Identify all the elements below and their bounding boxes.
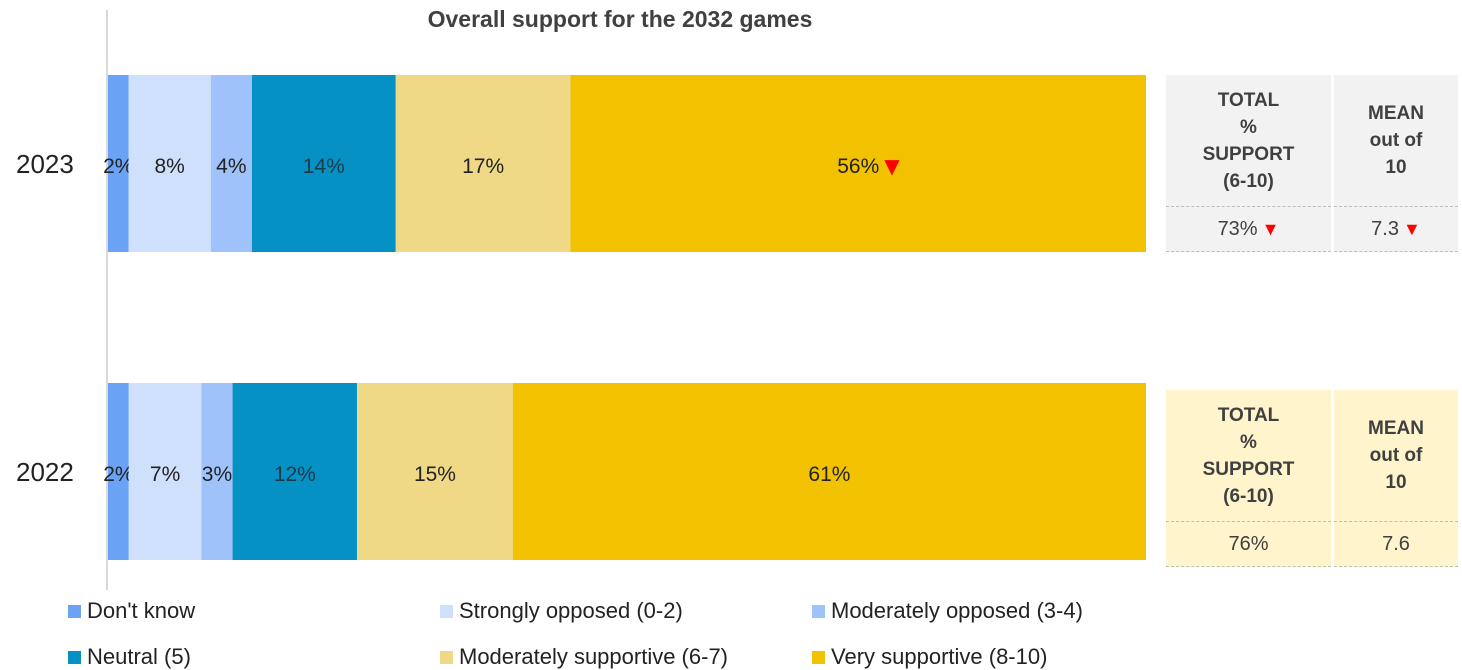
total-support-value: 76% bbox=[1166, 521, 1331, 567]
summary-table-2022: TOTAL % SUPPORT (6-10) 76% MEAN out of 1… bbox=[1166, 390, 1458, 567]
data-label-2023-4: 17% bbox=[462, 155, 504, 178]
decrease-marker-icon: ▼ bbox=[1261, 218, 1280, 239]
legend-swatch bbox=[440, 650, 453, 664]
summary-table-2023: TOTAL % SUPPORT (6-10) 73% ▼ MEAN out of … bbox=[1166, 75, 1458, 252]
legend-swatch bbox=[68, 650, 81, 664]
total-support-header: TOTAL % SUPPORT (6-10) bbox=[1166, 75, 1331, 206]
total-support-text: 76% bbox=[1228, 532, 1269, 555]
legend-label: Very supportive (8-10) bbox=[831, 644, 1048, 669]
decrease-marker-icon: ▼ bbox=[1402, 218, 1421, 239]
mean-text: 7.6 bbox=[1382, 532, 1410, 555]
bar-segment-2023-3 bbox=[251, 75, 396, 252]
bar-segment-2023-4 bbox=[395, 75, 571, 252]
data-label-2023-0: 2% bbox=[103, 155, 133, 178]
legend-item-moderately-opposed: Moderately opposed (3-4) bbox=[812, 598, 1083, 624]
category-label-2023: 2023 bbox=[16, 149, 74, 179]
chart-title: Overall support for the 2032 games bbox=[427, 6, 813, 32]
legend-label: Don't know bbox=[87, 598, 196, 623]
bar-segment-2022-1 bbox=[128, 383, 202, 560]
bar-segment-2023-1 bbox=[128, 75, 211, 252]
legend-swatch bbox=[812, 650, 825, 664]
bar-segment-2022-5 bbox=[512, 383, 1146, 560]
legend-label: Moderately opposed (3-4) bbox=[831, 598, 1083, 623]
mean-text: 7.3 bbox=[1371, 217, 1399, 240]
total-support-value: 73% ▼ bbox=[1166, 206, 1331, 252]
data-label-2022-4: 15% bbox=[414, 463, 456, 486]
data-label-2022-5: 61% bbox=[808, 463, 850, 486]
mean-header: MEAN out of 10 bbox=[1334, 390, 1458, 521]
bar-segment-2023-2 bbox=[210, 75, 252, 252]
data-label-2023-5: 56% bbox=[837, 155, 879, 178]
data-label-2023-2: 4% bbox=[216, 155, 246, 178]
legend-item-very-supportive: Very supportive (8-10) bbox=[812, 644, 1047, 670]
legend-swatch bbox=[68, 604, 81, 618]
bar-segment-2023-5 bbox=[570, 75, 1146, 252]
bar-segment-2023-0 bbox=[108, 75, 129, 252]
legend-label: Moderately supportive (6-7) bbox=[459, 644, 729, 669]
data-label-2022-0: 2% bbox=[103, 463, 133, 486]
total-support-text: 73% bbox=[1217, 217, 1258, 240]
bar-segment-2022-0 bbox=[108, 383, 129, 560]
data-label-2023-3: 14% bbox=[303, 155, 345, 178]
data-label-2022-2: 3% bbox=[202, 463, 232, 486]
data-label-2022-3: 12% bbox=[274, 463, 316, 486]
total-support-header: TOTAL % SUPPORT (6-10) bbox=[1166, 390, 1331, 521]
legend-item-dont-know: Don't know bbox=[68, 598, 195, 624]
legend-item-strongly-opposed: Strongly opposed (0-2) bbox=[440, 598, 683, 624]
legend-label: Neutral (5) bbox=[87, 644, 191, 669]
data-label-2022-1: 7% bbox=[150, 463, 180, 486]
decrease-marker-icon: ▼ bbox=[884, 154, 900, 178]
legend-item-moderately-supportive: Moderately supportive (6-7) bbox=[440, 644, 728, 670]
legend-swatch bbox=[440, 604, 453, 618]
data-label-2023-1: 8% bbox=[154, 155, 184, 178]
legend-swatch bbox=[812, 604, 825, 618]
legend-item-neutral: Neutral (5) bbox=[68, 644, 191, 670]
mean-header: MEAN out of 10 bbox=[1334, 75, 1458, 206]
bar-segment-2022-2 bbox=[201, 383, 233, 560]
legend-label: Strongly opposed (0-2) bbox=[459, 598, 683, 623]
bar-segment-2022-3 bbox=[232, 383, 358, 560]
mean-value: 7.6 bbox=[1334, 521, 1458, 567]
bar-segment-2022-4 bbox=[357, 383, 513, 560]
mean-value: 7.3 ▼ bbox=[1334, 206, 1458, 252]
category-label-2022: 2022 bbox=[16, 457, 74, 487]
